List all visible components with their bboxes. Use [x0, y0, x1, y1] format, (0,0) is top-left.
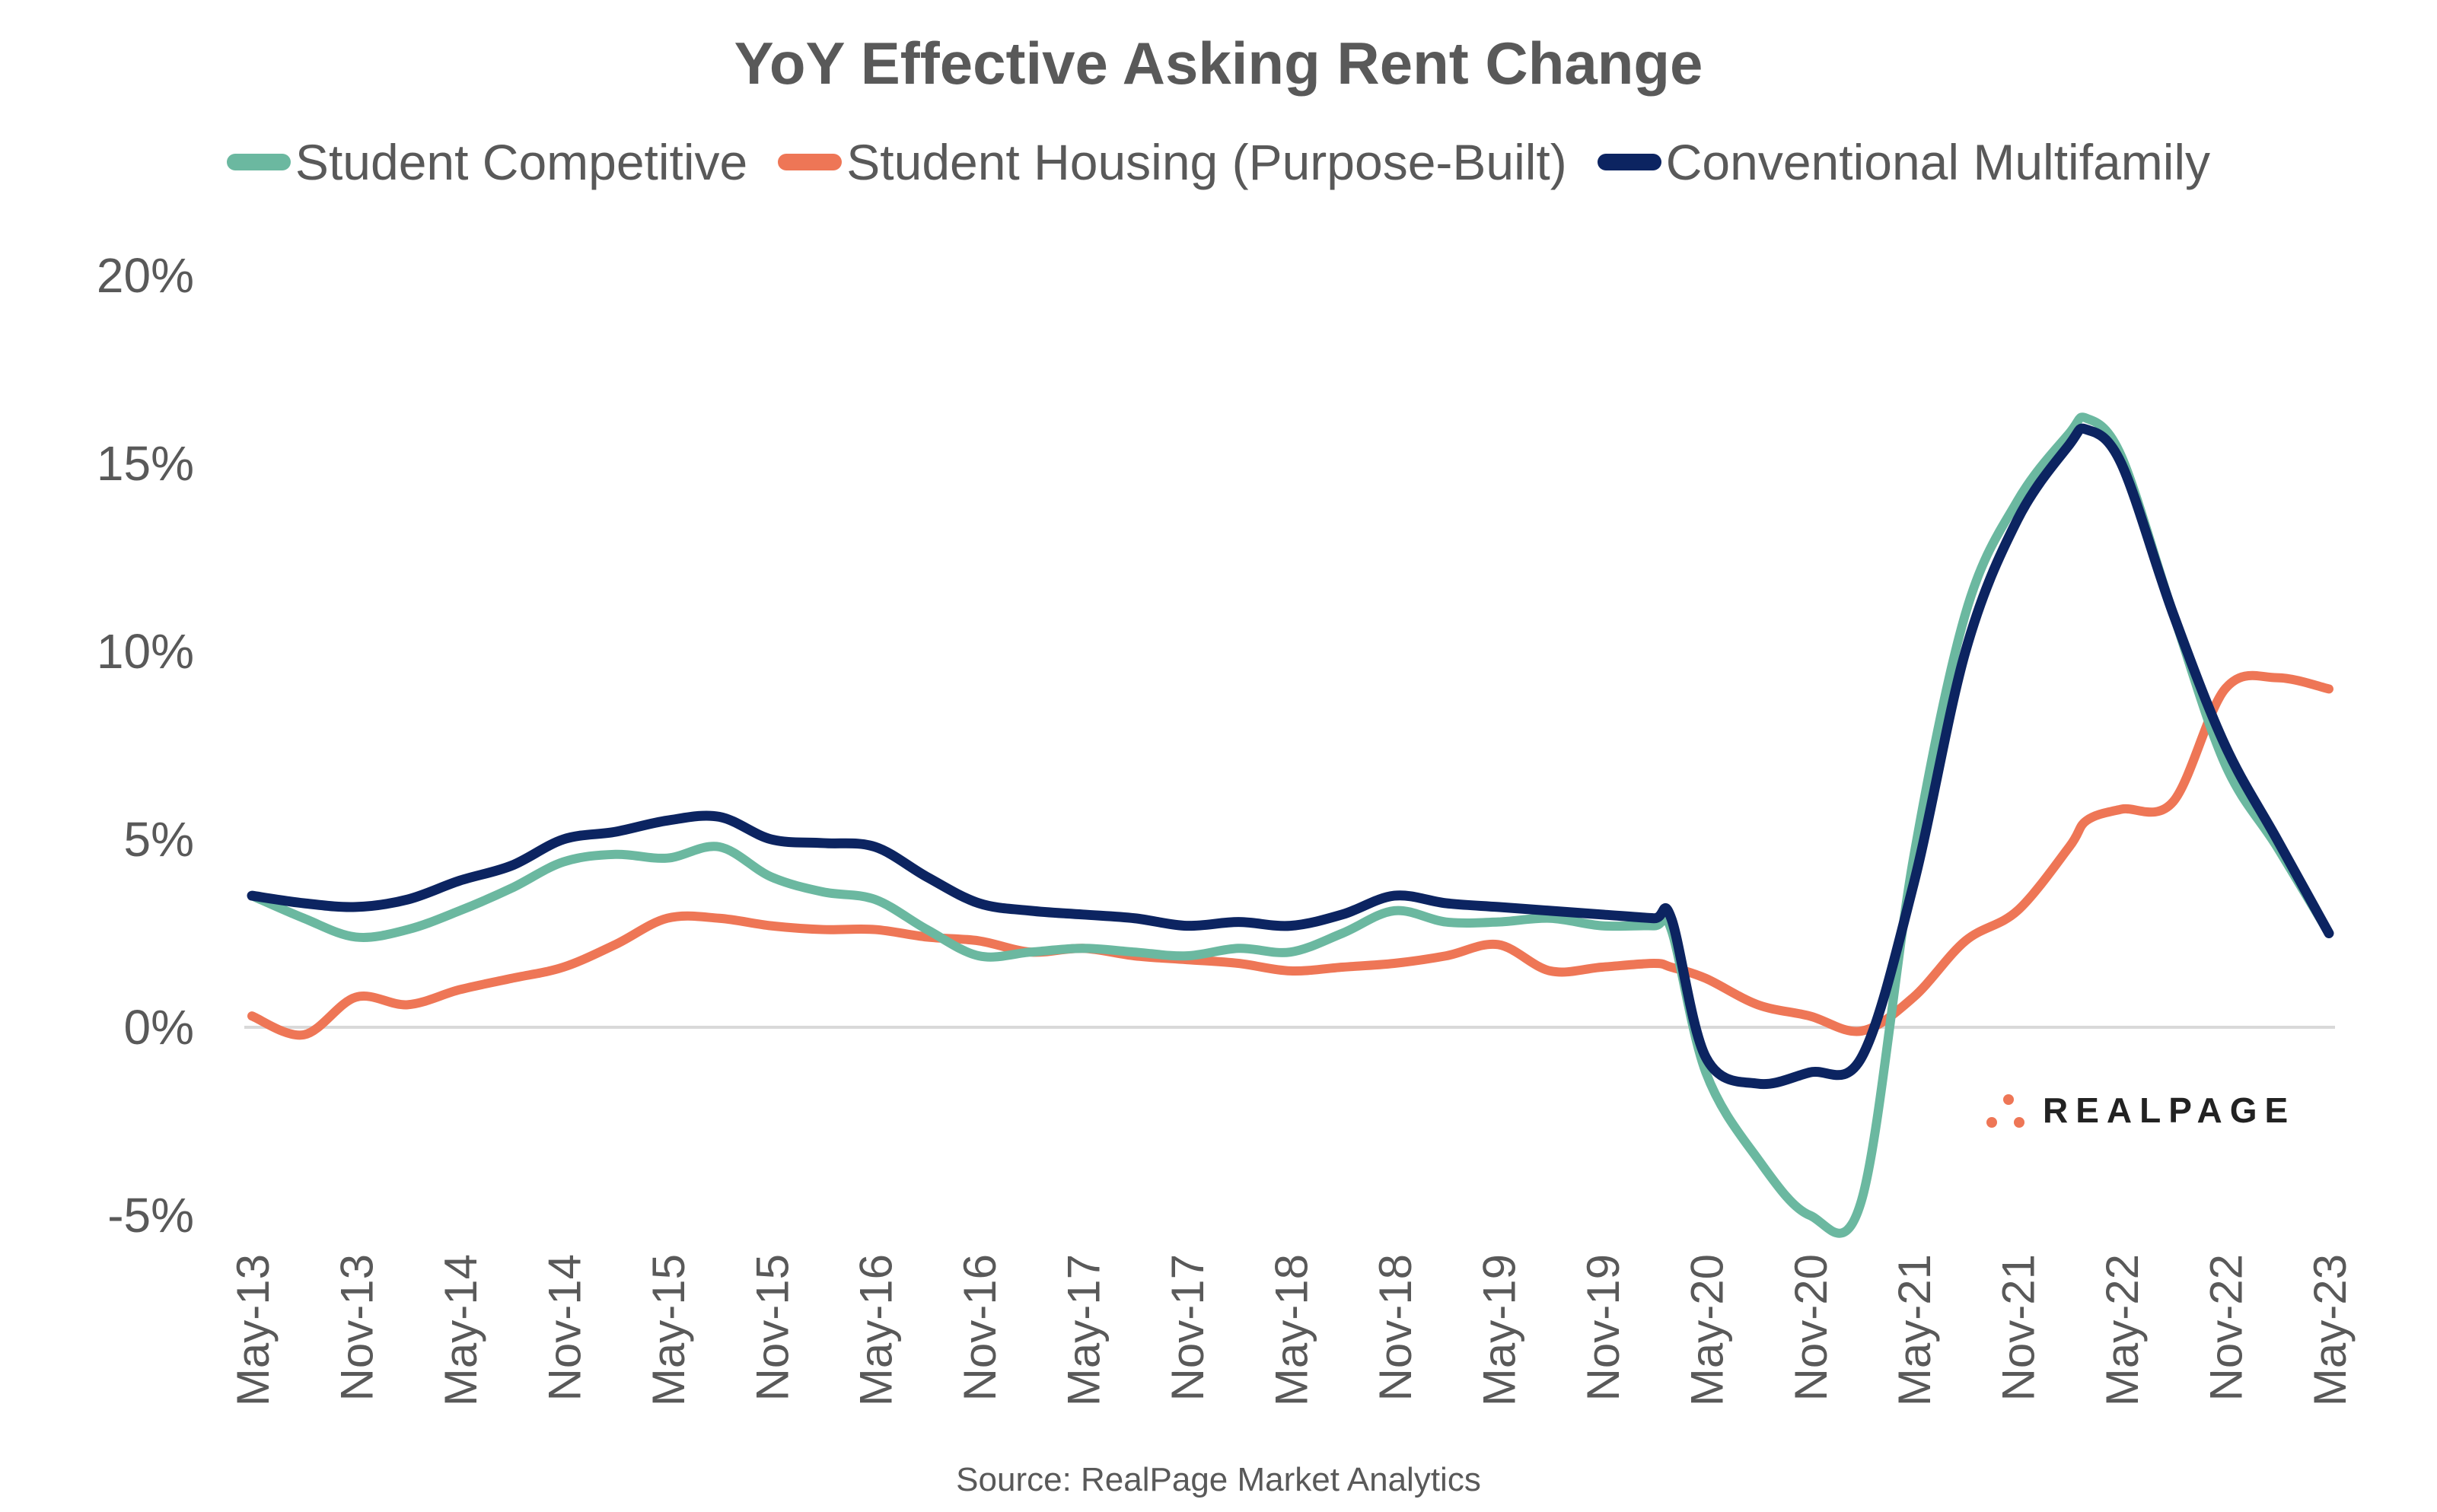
- x-tick-label: Nov-22: [2201, 1254, 2252, 1401]
- logo-text: REALPAGE: [2043, 1090, 2296, 1130]
- legend-item-student-housing: Student Housing (Purpose-Built): [778, 133, 1567, 191]
- series-layer: [247, 412, 2334, 1238]
- source-note: Source: RealPage Market Analytics: [956, 1461, 1481, 1498]
- x-tick-label: Nov-15: [747, 1254, 798, 1401]
- y-tick-label: 10%: [97, 624, 194, 679]
- y-axis: -5% 0% 5% 10% 15% 20%: [97, 248, 194, 1243]
- legend: Student Competitive Student Housing (Pur…: [0, 133, 2437, 191]
- legend-item-student-competitive: Student Competitive: [226, 133, 748, 191]
- realpage-logo: REALPAGE: [1986, 1090, 2295, 1131]
- x-tick-label: Nov-20: [1786, 1254, 1837, 1401]
- legend-swatch-student-housing: [778, 154, 843, 170]
- x-tick-label: Nov-18: [1370, 1254, 1421, 1401]
- legend-item-conventional-multifamily: Conventional Multifamily: [1597, 133, 2211, 191]
- legend-label: Student Housing (Purpose-Built): [846, 134, 1567, 190]
- chart-title: YoY Effective Asking Rent Change: [734, 30, 1703, 97]
- x-tick-label: May-19: [1473, 1254, 1524, 1406]
- x-tick-label: May-21: [1889, 1254, 1940, 1406]
- x-tick-label: May-17: [1059, 1254, 1110, 1406]
- x-tick-label: May-23: [2305, 1254, 2356, 1406]
- y-tick-label: -5%: [107, 1188, 194, 1243]
- legend-swatch-student-competitive: [226, 154, 291, 170]
- x-tick-label: May-20: [1681, 1254, 1732, 1406]
- y-tick-label: 15%: [97, 436, 194, 491]
- series-line-student-housing-purpose-built: [247, 670, 2333, 1040]
- legend-label: Conventional Multifamily: [1665, 134, 2211, 190]
- y-tick-label: 5%: [124, 812, 195, 867]
- y-tick-label: 0%: [124, 1000, 195, 1055]
- series-line-conventional-multifamily: [247, 423, 2334, 1090]
- x-tick-label: May-14: [435, 1254, 486, 1406]
- series-line-student-competitive: [247, 412, 2333, 1238]
- x-tick-label: May-16: [851, 1254, 902, 1406]
- legend-label: Student Competitive: [295, 134, 748, 190]
- x-tick-label: Nov-21: [1993, 1254, 2044, 1401]
- x-tick-label: May-13: [228, 1254, 279, 1406]
- x-tick-label: Nov-14: [539, 1254, 590, 1401]
- realpage-dots-icon: [1986, 1091, 2035, 1129]
- x-tick-label: Nov-13: [331, 1254, 382, 1401]
- x-tick-label: Nov-19: [1578, 1254, 1629, 1401]
- legend-swatch-conventional-multifamily: [1597, 154, 1661, 170]
- y-tick-label: 20%: [97, 248, 194, 303]
- x-tick-label: May-15: [643, 1254, 694, 1406]
- x-tick-label: Nov-16: [954, 1254, 1005, 1401]
- x-tick-label: May-18: [1266, 1254, 1317, 1406]
- x-tick-label: May-22: [2097, 1254, 2148, 1406]
- x-axis: May-13 Nov-13 May-14 Nov-14 May-15 Nov-15 May-…: [228, 1254, 2356, 1406]
- x-tick-label: Nov-17: [1162, 1254, 1213, 1401]
